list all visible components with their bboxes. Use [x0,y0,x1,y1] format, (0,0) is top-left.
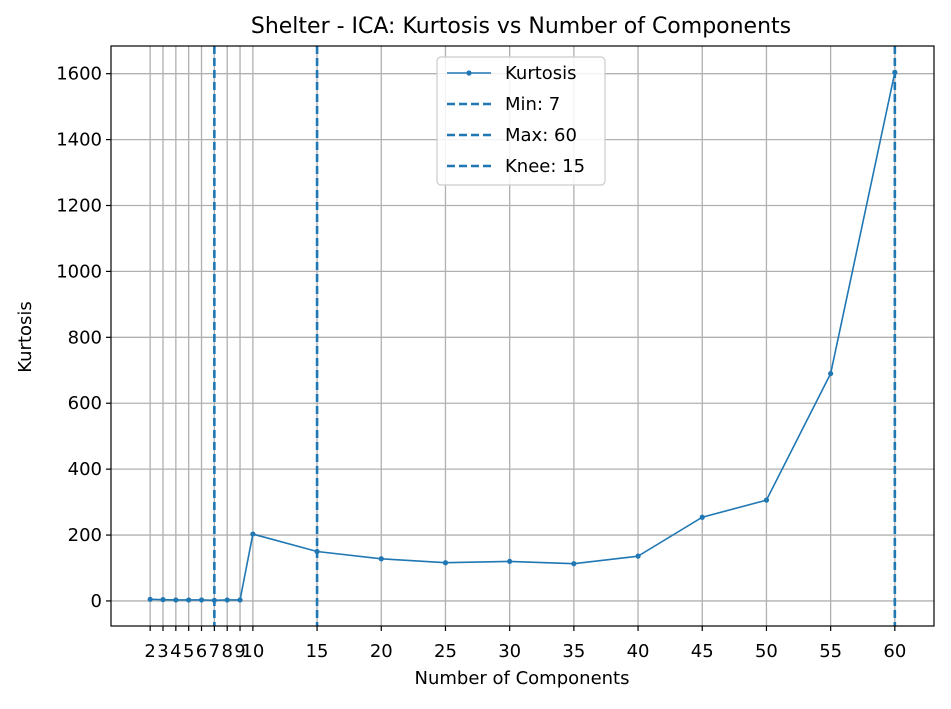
y-tick-label-1400: 1400 [56,130,102,151]
legend-label-4: Knee: 15 [505,156,585,177]
x-tick-label-15: 15 [306,641,329,662]
x-tick-label-10: 10 [241,641,264,662]
x-tick-label-7: 7 [209,641,220,662]
x-tick-label-55: 55 [819,641,842,662]
x-tick-label-6: 6 [196,641,207,662]
x-tick-label-8: 8 [221,641,232,662]
y-tick-label-800: 800 [68,327,102,348]
y-tick-label-1200: 1200 [56,196,102,217]
data-point-55 [828,370,834,377]
data-point-6 [198,597,205,603]
plot-frame [110,45,935,627]
x-tick-label-45: 45 [691,641,714,662]
reference-lines [213,46,897,626]
x-tick-label-9: 9 [234,641,245,662]
y-tick-label-1600: 1600 [56,64,102,85]
data-point-10 [250,531,256,537]
legend-label-3: Max: 60 [505,125,577,146]
y-tick-label-600: 600 [68,393,102,414]
data-point-15 [314,548,320,555]
y-axis-ticks: 0 200 400 600 800 1000 1200 1400 1600 [56,64,111,612]
data-point-2 [147,596,153,602]
y-tick-label-0: 0 [91,591,102,612]
x-tick-label-35: 35 [562,641,585,662]
data-point-40 [635,553,641,559]
data-point-9 [237,597,243,603]
data-point-50 [763,497,770,503]
y-axis-label: Kurtosis [15,301,36,373]
data-point-8 [224,597,230,603]
y-tick-label-200: 200 [68,525,102,546]
x-axis-label: Number of Components [415,668,630,689]
data-point-25 [442,560,449,566]
data-point-30 [507,558,513,565]
legend-marker-1 [466,70,472,76]
x-tick-label-30: 30 [498,641,521,662]
data-point-3 [160,597,166,603]
x-tick-label-60: 60 [883,641,906,662]
data-point-45 [699,514,705,520]
data-series [147,69,898,603]
data-point-20 [378,556,384,562]
legend: Kurtosis Min: 7 Max: 60 Knee: 15 [436,56,606,186]
data-point-35 [571,561,577,567]
x-tick-label-4: 4 [170,641,181,662]
data-point-60 [892,69,898,75]
x-tick-label-2: 2 [144,641,155,662]
x-tick-label-5: 5 [183,641,194,662]
data-point-5 [186,597,192,603]
data-point-7 [211,597,217,603]
x-tick-label-25: 25 [434,641,457,662]
x-axis-ticks: 2 3 4 5 6 7 8 910 15 20 25 30 35 40 45 50 55 60 [144,626,906,662]
x-tick-label-40: 40 [627,641,650,662]
x-tick-label-20: 20 [370,641,393,662]
y-tick-label-1000: 1000 [56,261,102,282]
legend-label-2: Min: 7 [505,94,560,115]
data-point-4 [173,597,179,603]
x-tick-label-3: 3 [157,641,168,662]
chart-title: Shelter - ICA: Kurtosis vs Number of Com… [251,14,791,39]
y-tick-label-400: 400 [68,459,102,480]
legend-label-1: Kurtosis [505,63,577,84]
x-tick-label-50: 50 [755,641,778,662]
legend-box [436,56,606,186]
